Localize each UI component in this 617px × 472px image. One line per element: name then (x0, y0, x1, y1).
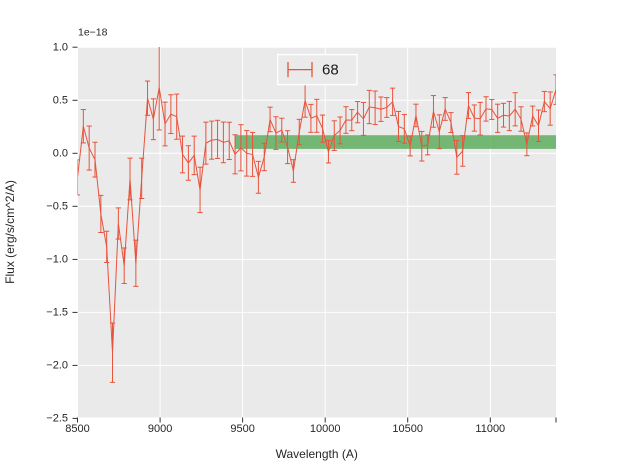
svg-text:10500: 10500 (392, 423, 423, 435)
svg-text:−1.0: −1.0 (46, 254, 68, 266)
svg-text:9000: 9000 (148, 423, 172, 435)
svg-text:0.0: 0.0 (53, 148, 68, 160)
svg-text:11000: 11000 (475, 423, 505, 435)
svg-text:1e−18: 1e−18 (78, 27, 108, 39)
svg-text:Wavelength (A): Wavelength (A) (276, 447, 358, 461)
svg-text:1.0: 1.0 (53, 42, 68, 54)
svg-text:10000: 10000 (310, 423, 341, 435)
svg-text:Flux (erg/s/cm^2/A): Flux (erg/s/cm^2/A) (3, 180, 17, 284)
svg-text:8500: 8500 (65, 423, 89, 435)
svg-text:0.5: 0.5 (53, 95, 68, 107)
svg-text:−1.5: −1.5 (46, 307, 68, 319)
svg-text:−2.0: −2.0 (46, 360, 68, 372)
svg-text:9500: 9500 (230, 423, 254, 435)
svg-text:−2.5: −2.5 (46, 413, 68, 425)
svg-text:68: 68 (322, 62, 339, 79)
svg-text:−0.5: −0.5 (46, 201, 68, 213)
